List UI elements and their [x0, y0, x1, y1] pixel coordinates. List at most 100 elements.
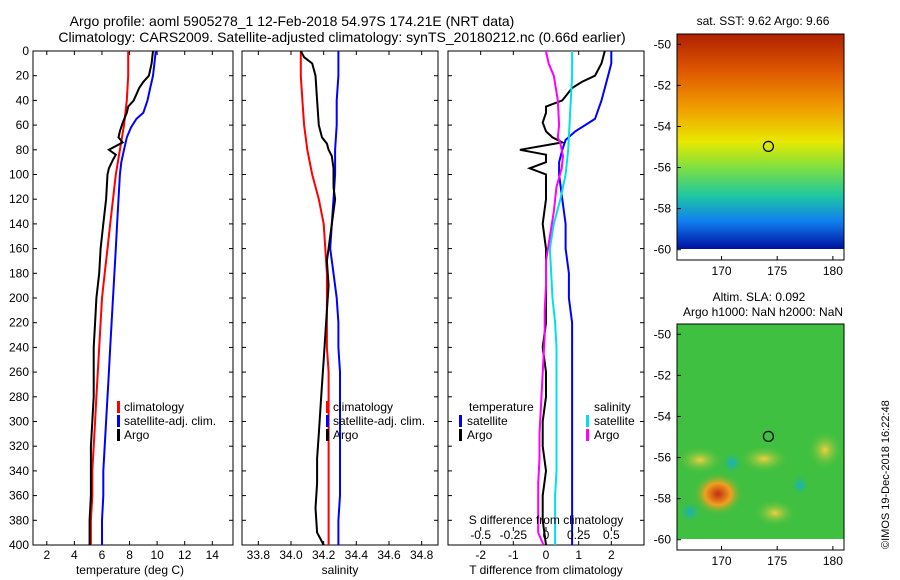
legend-swatch-satellite [326, 415, 329, 427]
x-tick-label: 0 [543, 548, 550, 562]
x-tick-label: 1 [575, 548, 582, 562]
y-tick-label: 320 [9, 439, 29, 453]
x-tick-label: 33.8 [247, 548, 271, 562]
sla-map-panel: Altim. SLA: 0.092 Argo h1000: NaN h2000:… [654, 290, 845, 568]
temperature-series [88, 50, 157, 545]
x-tick-label: -1 [508, 548, 519, 562]
s-difference-label: S difference from climatology [469, 513, 624, 527]
series-line-climatology [89, 51, 130, 545]
title-line-1: Argo profile: aoml 5905278_1 12-Feb-2018… [70, 13, 515, 29]
y-tick-label: -50 [654, 37, 672, 51]
y-tick-label: 40 [16, 93, 30, 107]
sla-map-subtitle: Argo h1000: NaN h2000: NaN [683, 305, 843, 319]
x-tick-label: 14 [206, 548, 220, 562]
x-tick-label: 170 [712, 264, 732, 278]
legend-swatch-s-satellite [586, 415, 589, 427]
y-tick-label: 100 [9, 168, 29, 182]
y-tick-label: -52 [654, 368, 672, 382]
y-tick-label: 340 [9, 464, 29, 478]
series-line-satellite-adj-clim- [101, 50, 157, 545]
series-line-t-satellite [558, 51, 613, 545]
series-line-satellite-adj-clim- [329, 51, 341, 545]
y-tick-label: -54 [654, 409, 672, 423]
temperature-x-ticks: 2 4 6 8 10 12 14 [43, 51, 219, 562]
salinity-series [299, 50, 341, 546]
y-tick-label: 140 [9, 217, 29, 231]
y-tick-label: -58 [654, 492, 672, 506]
y-tick-label: 80 [16, 143, 30, 157]
legend-label-s-argo: Argo [594, 428, 620, 442]
y-tick-label: -52 [654, 78, 672, 92]
y-tick-label: 380 [9, 513, 29, 527]
sla-map-title: Altim. SLA: 0.092 [713, 290, 806, 304]
sla-axes-box [676, 323, 845, 551]
x-tick-label: 8 [126, 548, 133, 562]
series-line-argo [299, 50, 337, 546]
y-tick-label: 220 [9, 316, 29, 330]
x-tick-label: 34.4 [345, 548, 369, 562]
x-tick-label: 34.8 [410, 548, 434, 562]
title-line-2: Climatology: CARS2009. Satellite-adjuste… [58, 29, 625, 45]
x-tick-label: 6 [99, 548, 106, 562]
salinity-legend: climatology satellite-adj. clim. Argo [326, 400, 425, 442]
y-tick-label: 200 [9, 291, 29, 305]
legend-label-t-satellite: satellite [467, 414, 508, 428]
y-tick-label: 20 [16, 69, 30, 83]
y-tick-label: 160 [9, 242, 29, 256]
y-tick-label: 240 [9, 340, 29, 354]
difference-panel: -2 -1 0 1 2 T difference from climatology S … [447, 50, 645, 577]
sla-anomaly [678, 500, 702, 524]
y-tick-label: 0 [22, 44, 29, 58]
sst-argo-marker [762, 140, 775, 152]
temperature-xlabel: temperature (deg C) [76, 563, 184, 577]
x-tick-label: 170 [712, 554, 732, 568]
y-tick-label: 60 [16, 118, 30, 132]
legend-label-t-argo: Argo [467, 428, 493, 442]
sst-axes-box [676, 33, 845, 261]
difference-legend: temperature satellite Argo salinity sate… [459, 400, 635, 442]
x-tick-label: 34.2 [312, 548, 336, 562]
sla-anomaly [676, 446, 724, 474]
x-tick-label: 175 [767, 554, 787, 568]
y-tick-label: 300 [9, 415, 29, 429]
y-tick-label: 400 [9, 538, 29, 552]
series-line-argo [88, 50, 154, 545]
series-line-s-argo [537, 50, 565, 546]
sst-map-title: sat. SST: 9.62 Argo: 9.66 [697, 14, 830, 28]
s-tick-label: 0.5 [603, 528, 620, 542]
sla-anomaly [692, 472, 744, 516]
y-tick-label: -60 [654, 533, 672, 547]
x-tick-label: 2 [608, 548, 615, 562]
legend-label-climatology: climatology [333, 400, 393, 414]
sla-argo-marker [762, 430, 775, 442]
legend-swatch-climatology [326, 401, 329, 413]
s-tick-label: 0.25 [567, 528, 591, 542]
legend-swatch-argo [326, 429, 329, 441]
y-tick-label: -56 [654, 161, 672, 175]
sla-anomaly [753, 499, 797, 527]
salinity-x-ticks: 33.8 34.0 34.2 34.4 34.6 34.8 [247, 51, 434, 562]
sst-map-panel: sat. SST: 9.62 Argo: 9.66 -50-52-54-56-5… [654, 14, 845, 278]
temperature-axes-box [32, 50, 234, 546]
legend-title-temperature: temperature [469, 400, 534, 414]
s-difference-ticks: -0.5 -0.25 0 0.25 0.5 [470, 527, 620, 542]
sst-x-ticks: 170 175 180 [712, 256, 843, 278]
y-tick-label: -54 [654, 119, 672, 133]
x-tick-label: 34.6 [377, 548, 401, 562]
s-tick-label: -0.25 [500, 528, 528, 542]
salinity-xlabel: salinity [322, 563, 359, 577]
y-tick-label: 180 [9, 266, 29, 280]
x-tick-label: 10 [150, 548, 164, 562]
x-tick-label: 2 [43, 548, 50, 562]
legend-label-satellite: satellite-adj. clim. [124, 414, 216, 428]
x-tick-label: 34.0 [279, 548, 303, 562]
x-tick-label: 180 [823, 554, 843, 568]
s-tick-label: 0 [543, 528, 550, 542]
sla-anomaly [807, 430, 843, 470]
y-tick-label: -60 [654, 243, 672, 257]
sla-anomaly [738, 445, 790, 473]
difference-xlabel: T difference from climatology [469, 563, 623, 577]
legend-swatch-s-argo [586, 429, 589, 441]
depth-ticks: 0 20 40 60 80 100 120 140 160 180 200 220 240 260 280 3… [9, 44, 29, 552]
